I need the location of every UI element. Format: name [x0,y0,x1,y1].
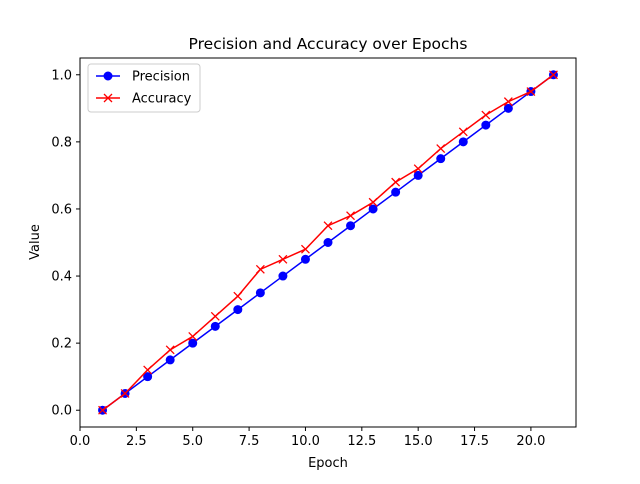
legend-marker [103,93,113,103]
x-tick-label: 20.0 [516,434,545,449]
y-tick-label: 0.6 [51,202,72,217]
accuracy-point [503,97,513,107]
legend-item-accuracy: Accuracy [96,92,192,107]
accuracy-point [120,388,130,398]
precision-point [503,103,513,113]
precision-point [188,338,198,348]
precision-point [368,204,378,214]
precision-point [436,154,446,164]
precision-point [413,170,423,180]
accuracy-point [233,291,243,301]
y-tick-label: 0.0 [51,404,72,419]
accuracy-point [255,264,265,274]
accuracy-point [458,127,468,137]
accuracy-point [323,221,333,231]
x-tick-label: 7.5 [239,434,260,449]
accuracy-point [481,110,491,120]
plot-frame [79,57,577,428]
accuracy-point [300,244,310,254]
chart-title: Precision and Accuracy over Epochs [189,35,468,53]
precision-point [255,288,265,298]
precision-point [300,254,310,264]
y-tick-label: 0.4 [51,270,72,285]
accuracy-point [278,254,288,264]
x-tick-label: 10.0 [291,434,320,449]
accuracy-point [98,405,108,415]
precision-point [165,355,175,365]
accuracy-point [436,144,446,154]
x-tick-label: 15.0 [404,434,433,449]
precision-point [210,321,220,331]
x-tick-label: 2.5 [126,434,147,449]
precision-point [323,238,333,247]
series-precision [98,70,558,415]
series-lines [98,70,558,415]
accuracy-point [526,87,536,97]
accuracy-point [165,345,175,355]
x-tick-label: 17.5 [460,434,489,449]
precision-point [346,221,356,231]
y-tick-label: 0.2 [51,337,72,352]
legend: Precision Accuracy [87,63,201,113]
accuracy-point [368,197,378,207]
legend-label: Accuracy [132,92,192,107]
accuracy-point [188,331,198,341]
accuracy-point [210,311,220,321]
x-axis-label: Epoch [308,456,348,471]
y-tick-label: 0.8 [51,135,72,150]
axis-ticks: 0.0 2.5 5.0 7.5 10.0 12.5 15.0 17.5 20.0 0.0 0.2 0.… [51,68,545,449]
accuracy-point [143,365,153,375]
legend-marker [103,71,113,81]
series-accuracy [98,70,558,415]
precision-point [278,271,288,281]
legend-item-precision: Precision [96,70,190,85]
precision-point [391,187,401,197]
precision-point [143,372,153,382]
precision-point [233,305,243,315]
y-tick-label: 1.0 [51,68,72,83]
y-axis-label: Value [28,224,43,260]
accuracy-point [391,177,401,187]
precision-point [458,137,468,147]
x-tick-label: 12.5 [347,434,376,449]
x-tick-label: 5.0 [182,434,203,449]
legend-label: Precision [132,70,190,85]
accuracy-point [346,211,356,221]
x-tick-label: 0.0 [70,434,91,449]
accuracy-point [413,164,423,174]
accuracy-point [548,70,558,80]
precision-point [481,120,491,130]
